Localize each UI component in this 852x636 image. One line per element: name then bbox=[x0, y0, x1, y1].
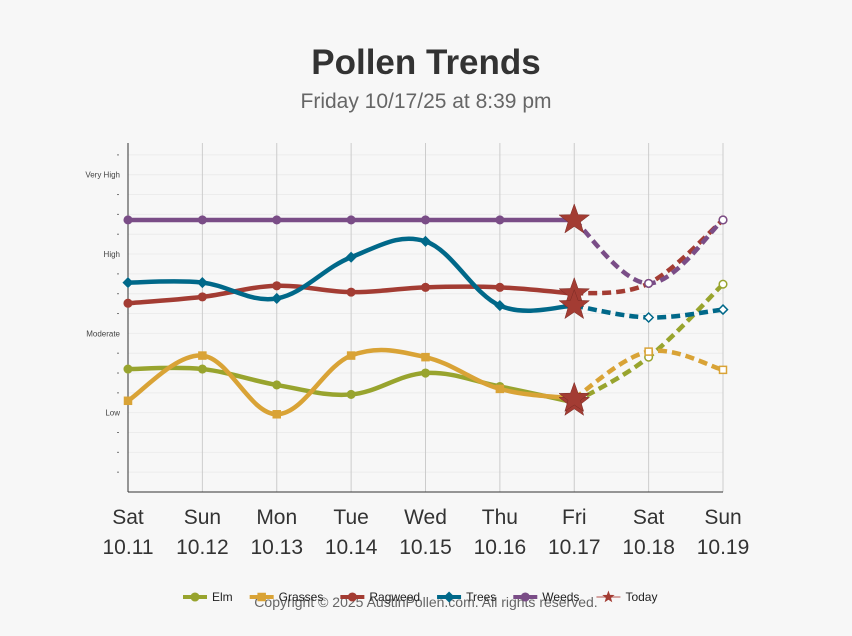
weeds-point bbox=[495, 215, 505, 225]
x-tick-day: Tue bbox=[333, 506, 368, 529]
elm-point bbox=[420, 368, 431, 378]
legend-marker-ragweed bbox=[347, 592, 357, 602]
today-markers bbox=[558, 203, 591, 416]
y-tick-label: High bbox=[104, 250, 120, 259]
series-weeds bbox=[123, 215, 728, 288]
ragweed-point bbox=[420, 282, 431, 292]
legend-today-star bbox=[602, 590, 615, 603]
legend-label-weeds: Weeds bbox=[542, 590, 579, 604]
chart-title: Pollen Trends bbox=[311, 43, 541, 82]
x-tick-date: 10.18 bbox=[622, 536, 675, 559]
legend: Elm Grasses Ragweed Trees Weeds Today bbox=[183, 590, 657, 604]
grasses-point bbox=[123, 396, 133, 406]
x-tick-date: 10.17 bbox=[548, 536, 601, 559]
series-lines bbox=[122, 215, 729, 419]
x-tick-date: 10.14 bbox=[325, 536, 378, 559]
legend-item-ragweed: Ragweed bbox=[340, 590, 420, 604]
trees-point bbox=[345, 251, 357, 263]
elm-point bbox=[272, 380, 282, 390]
legend-marker-weeds bbox=[520, 592, 530, 602]
x-tick-day: Sat bbox=[112, 506, 144, 529]
x-axis: Sat 10.11 Sun 10.12 Mon 10.13 Tue 10.14 Wed 10.15… bbox=[103, 491, 750, 559]
trees-point bbox=[494, 300, 506, 312]
x-tick-date: 10.12 bbox=[176, 536, 229, 559]
legend-label-trees: Trees bbox=[466, 590, 496, 604]
y-tick-label: Very High bbox=[85, 171, 120, 180]
y-axis: Low Moderate High Very High bbox=[85, 143, 129, 492]
legend-marker-trees bbox=[443, 591, 455, 603]
legend-item-grasses: Grasses bbox=[249, 590, 324, 604]
weeds-point bbox=[718, 215, 728, 225]
today-star-weeds bbox=[558, 203, 591, 234]
grasses-point bbox=[198, 351, 207, 360]
x-tick-date: 10.19 bbox=[697, 536, 750, 559]
legend-marker-elm bbox=[190, 592, 200, 602]
today-star-grasses bbox=[558, 381, 591, 412]
trees-point bbox=[196, 277, 208, 289]
x-tick-day: Sat bbox=[633, 506, 665, 529]
elm-point bbox=[346, 389, 356, 399]
grasses-point bbox=[718, 365, 728, 375]
legend-item-weeds: Weeds bbox=[513, 590, 579, 604]
x-tick-date: 10.13 bbox=[250, 536, 303, 559]
y-tick-label: Low bbox=[105, 409, 120, 418]
grasses-point bbox=[346, 351, 356, 360]
copyright-text: Copyright © 2025 AustinPollen.com. All r… bbox=[254, 594, 597, 610]
legend-label-ragweed: Ragweed bbox=[369, 590, 420, 604]
trees-point bbox=[717, 304, 729, 316]
x-tick-day: Thu bbox=[482, 506, 518, 529]
trees-point bbox=[122, 277, 134, 289]
y-tick-label: Moderate bbox=[86, 329, 120, 338]
elm-point bbox=[718, 279, 728, 289]
x-tick-day: Fri bbox=[562, 506, 587, 529]
today-star-trees bbox=[558, 288, 591, 320]
legend-item-elm: Elm bbox=[183, 590, 233, 604]
elm-point bbox=[123, 364, 133, 374]
legend-marker-grasses bbox=[257, 592, 266, 602]
weeds-point bbox=[123, 215, 133, 225]
legend-item-trees: Trees bbox=[437, 590, 496, 604]
ragweed-point bbox=[123, 298, 133, 308]
grasses-point bbox=[272, 410, 281, 419]
ragweed-point bbox=[346, 287, 356, 297]
trees-point bbox=[271, 292, 283, 305]
series-trees bbox=[122, 235, 729, 324]
x-tick-day: Mon bbox=[256, 506, 297, 529]
x-tick-day: Wed bbox=[404, 506, 447, 529]
weeds-point bbox=[272, 215, 282, 225]
series-grasses bbox=[123, 347, 728, 419]
grasses-point bbox=[421, 352, 430, 362]
x-tick-date: 10.15 bbox=[399, 536, 452, 559]
ragweed-point bbox=[272, 281, 282, 291]
legend-label-grasses: Grasses bbox=[279, 590, 324, 604]
x-tick-day: Sun bbox=[704, 506, 741, 529]
ragweed-point bbox=[197, 292, 207, 302]
trees-point bbox=[643, 311, 655, 324]
grasses-point bbox=[644, 347, 653, 356]
weeds-point bbox=[197, 215, 207, 225]
trees-point bbox=[419, 235, 432, 247]
legend-label-elm: Elm bbox=[212, 590, 233, 604]
elm-point bbox=[197, 364, 207, 374]
x-tick-day: Sun bbox=[184, 506, 221, 529]
legend-label-today: Today bbox=[625, 590, 657, 604]
weeds-point bbox=[644, 278, 654, 288]
legend-item-today: Today bbox=[596, 590, 657, 604]
x-tick-date: 10.11 bbox=[103, 536, 154, 559]
ragweed-point bbox=[495, 282, 505, 292]
grasses-point bbox=[495, 384, 505, 394]
chart-subtitle: Friday 10/17/25 at 8:39 pm bbox=[301, 90, 552, 113]
x-tick-date: 10.16 bbox=[474, 536, 527, 559]
weeds-point bbox=[346, 215, 356, 225]
weeds-point bbox=[420, 215, 431, 225]
